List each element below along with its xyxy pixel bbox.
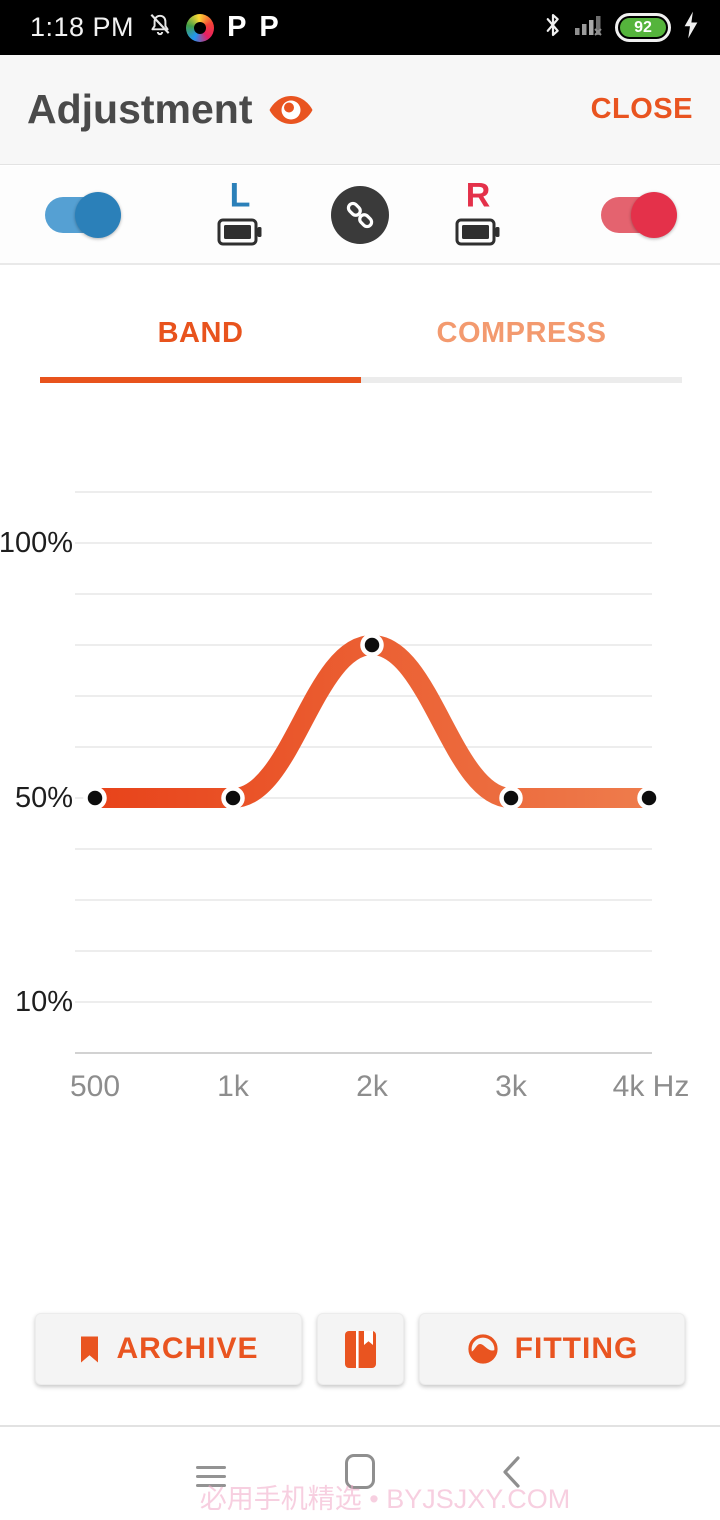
close-button[interactable]: CLOSE [590,93,693,125]
left-channel-toggle[interactable] [45,191,121,238]
right-channel-toggle[interactable] [601,191,677,238]
right-channel-label: R [465,176,491,214]
band-point-3000[interactable] [499,786,523,810]
header: Adjustment CLOSE [0,55,720,165]
x-axis-tick-500: 500 [69,1070,121,1103]
charging-bolt-icon [682,11,700,44]
toggle-thumb [75,191,121,238]
x-axis-tick-2k: 2k [356,1070,388,1103]
link-icon [346,201,374,228]
footer-actions: ARCHIVE FITTING [35,1313,685,1385]
fitting-wave-icon [468,1334,498,1364]
archive-button[interactable]: ARCHIVE [35,1313,302,1385]
bookmark-icon [81,1336,99,1362]
clock: 1:18 PM [30,12,135,42]
book-icon [345,1330,376,1368]
app-swirl-icon [186,13,215,42]
band-curve [85,634,659,808]
tab-indicator-idle [361,377,682,383]
tab-bar: BAND COMPRESS [0,265,720,390]
right-battery-icon [455,217,501,251]
band-point-500[interactable] [83,786,107,810]
tab-indicator-active [40,377,361,383]
right-channel-status: R [455,178,501,251]
battery-percent: 92 [634,18,652,36]
back-nav-icon[interactable] [500,1454,522,1493]
manual-button[interactable] [317,1313,404,1385]
y-axis-tick-100: 100% [0,527,73,559]
notifications-off-icon [147,12,173,43]
band-point-1000[interactable] [221,786,245,810]
tab-indicator [40,377,682,383]
p-app-icon: P [259,11,279,43]
x-axis-tick-3k: 3k [495,1070,527,1103]
bluetooth-icon [543,11,563,44]
battery-icon: 92 [615,13,671,42]
signal-strength-icon [574,12,604,43]
page-title: Adjustment [27,86,253,132]
left-channel-status: L [217,178,263,251]
menu-nav-icon[interactable] [196,1460,226,1493]
y-axis-tick-50: 50% [14,782,73,814]
left-battery-icon [217,217,263,251]
band-point-2000[interactable] [360,633,384,657]
fitting-button[interactable]: FITTING [419,1313,685,1385]
y-axis-tick-10: 10% [14,986,73,1018]
link-channels-button[interactable] [331,185,389,244]
channel-controls-row: L R [0,166,720,265]
archive-label: ARCHIVE [116,1332,259,1365]
band-point-4000[interactable] [637,786,661,810]
android-nav-bar: 必用手机精选 • BYJSJXY.COM [0,1425,720,1520]
visibility-eye-icon[interactable] [268,94,314,126]
fitting-label: FITTING [514,1332,639,1365]
x-axis-tick-1k: 1k [217,1070,249,1103]
band-equalizer-chart: 100% 50% 10% 500 1k 2k 3k 4k Hz [0,420,720,1103]
tab-compress[interactable]: COMPRESS [361,317,682,350]
watermark-text: 必用手机精选 • BYJSJXY.COM [199,1484,571,1514]
band-curve-canvas[interactable] [0,420,720,1100]
toggle-thumb [631,191,677,238]
p-app-icon: P [227,11,247,43]
left-channel-label: L [229,176,251,214]
home-nav-icon[interactable] [345,1454,375,1489]
tab-band[interactable]: BAND [40,317,361,350]
status-bar: 1:18 PM P P 92 [0,0,720,55]
x-axis-tick-4k: 4k Hz [612,1070,690,1103]
